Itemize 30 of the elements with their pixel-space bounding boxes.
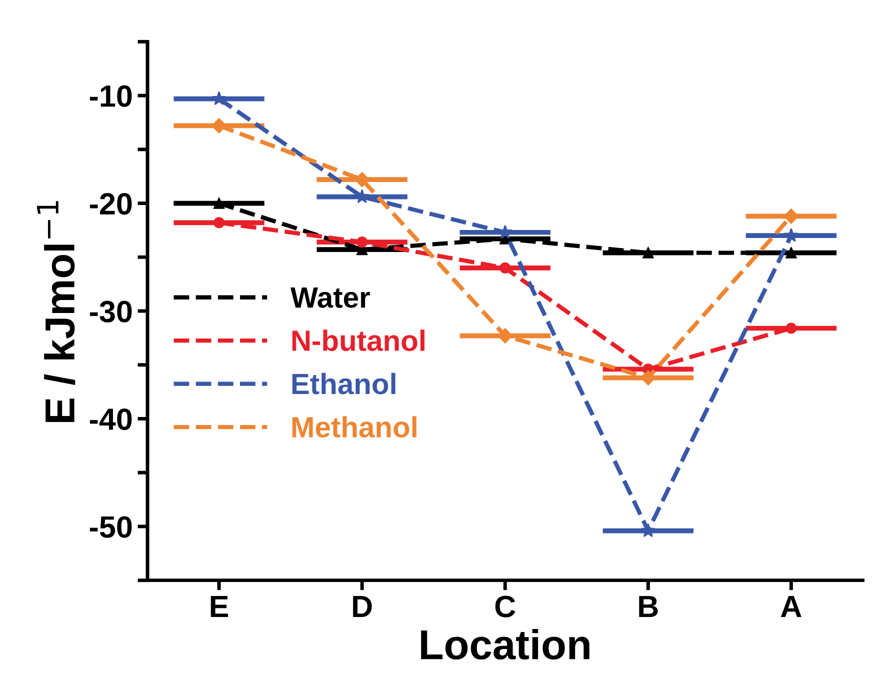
x-tick-label: E bbox=[210, 596, 228, 618]
point bbox=[784, 208, 799, 224]
point bbox=[356, 236, 368, 248]
x-tick-label: A bbox=[780, 596, 802, 618]
point bbox=[354, 172, 370, 188]
y-tick-label: -30 bbox=[90, 300, 132, 322]
y-tick-label: -40 bbox=[90, 408, 132, 430]
y-axis-title: E / kJmol$^{−1}$ bbox=[37, 201, 76, 422]
legend-label: N-butanol bbox=[292, 330, 424, 352]
point bbox=[500, 262, 511, 274]
legend-label: Methanol bbox=[292, 416, 416, 438]
x-tick-label: B bbox=[639, 596, 658, 618]
x-tick-label: D bbox=[353, 596, 372, 618]
y-tick-label: -50 bbox=[90, 516, 132, 538]
point bbox=[213, 198, 225, 209]
x-axis-title: Location bbox=[421, 628, 590, 660]
point bbox=[642, 247, 654, 258]
legend-label: Ethanol bbox=[292, 372, 396, 394]
point bbox=[213, 217, 225, 228]
x-tick-label: C bbox=[495, 596, 516, 618]
point bbox=[786, 322, 797, 334]
point bbox=[640, 523, 656, 538]
point bbox=[786, 247, 797, 258]
y-tick-label: -10 bbox=[90, 85, 132, 107]
point bbox=[784, 228, 798, 242]
legend-label: Water bbox=[290, 288, 370, 308]
point bbox=[640, 370, 656, 386]
y-tick-label: -20 bbox=[90, 193, 132, 215]
point bbox=[212, 91, 226, 106]
point bbox=[498, 328, 513, 344]
